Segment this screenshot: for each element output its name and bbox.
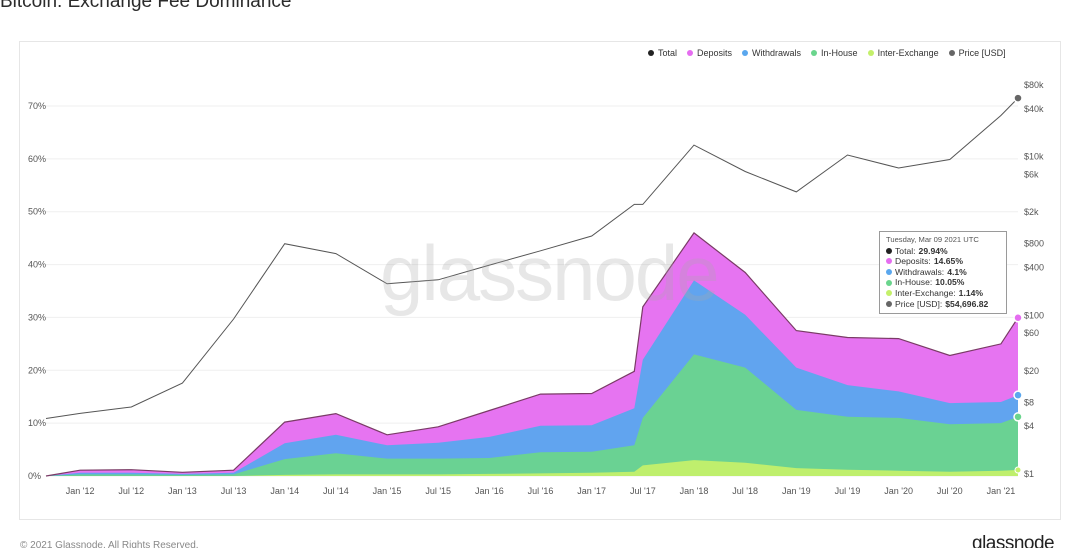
legend-item[interactable]: Deposits bbox=[687, 48, 732, 58]
tooltip-marker-icon bbox=[886, 269, 892, 276]
y-right-tick-label: $40k bbox=[1024, 104, 1044, 114]
tooltip-rows: Total: 29.94% Deposits: 14.65% Withdrawals: 4… bbox=[886, 246, 1000, 310]
x-tick-label: Jan '15 bbox=[373, 486, 402, 496]
x-tick-label: Jan '16 bbox=[475, 486, 504, 496]
x-tick-label: Jul '12 bbox=[118, 486, 144, 496]
legend-item[interactable]: Price [USD] bbox=[948, 48, 1006, 58]
x-tick-label: Jan '14 bbox=[270, 486, 299, 496]
x-tick-label: Jan '18 bbox=[680, 486, 709, 496]
marker-deposits bbox=[1013, 312, 1023, 323]
series-total-line bbox=[45, 232, 1019, 477]
marker-inhouse bbox=[1013, 412, 1023, 422]
legend-item[interactable]: Withdrawals bbox=[742, 48, 801, 58]
marker-interexchange bbox=[1014, 466, 1022, 474]
tooltip-row: Deposits: 14.65% bbox=[886, 256, 1000, 267]
y-right-tick-label: $80k bbox=[1024, 80, 1044, 90]
y-left-tick-label: 0% bbox=[28, 471, 41, 481]
x-tick-label: Jan '13 bbox=[168, 486, 197, 496]
x-tick-label: Jul '18 bbox=[732, 486, 758, 496]
y-left-tick-label: 70% bbox=[28, 101, 46, 111]
marker-price bbox=[1013, 93, 1023, 103]
x-tick-label: Jul '15 bbox=[425, 486, 451, 496]
tooltip-row: Price [USD]: $54,696.82 bbox=[886, 299, 1000, 310]
y-right-tick-label: $8 bbox=[1024, 397, 1034, 407]
tooltip-marker-icon bbox=[886, 279, 892, 286]
glassnode-logo: glassnode bbox=[972, 533, 1055, 548]
y-right-tick-label: $60 bbox=[1024, 328, 1039, 338]
tooltip-value: $54,696.82 bbox=[945, 298, 989, 309]
legend-marker-icon bbox=[648, 50, 654, 56]
legend-marker-icon bbox=[948, 50, 955, 56]
copyright-text: © 2021 Glassnode. All Rights Reserved. bbox=[20, 540, 199, 548]
marker-withdrawals bbox=[1013, 390, 1023, 400]
legend-marker-icon bbox=[742, 50, 749, 56]
y-left-tick-label: 50% bbox=[28, 207, 46, 217]
legend-label: In-House bbox=[821, 48, 858, 58]
legend-label: Total bbox=[658, 48, 678, 58]
tooltip-label: Total: bbox=[895, 245, 916, 256]
y-right-tick-label: $4 bbox=[1024, 421, 1034, 431]
x-tick-label: Jul '20 bbox=[937, 486, 963, 496]
legend-label: Withdrawals bbox=[752, 48, 802, 58]
y-right-tick-label: $1 bbox=[1024, 469, 1034, 479]
x-tick-label: Jan '19 bbox=[782, 486, 811, 496]
tooltip-label: Inter-Exchange: bbox=[895, 287, 956, 298]
tooltip-marker-icon bbox=[886, 247, 892, 254]
tooltip-row: Withdrawals: 4.1% bbox=[886, 267, 1000, 278]
tooltip-label: In-House: bbox=[895, 277, 933, 288]
y-right-tick-label: $2k bbox=[1024, 207, 1039, 217]
y-right-tick-label: $800 bbox=[1024, 239, 1044, 249]
x-tick-label: Jan '12 bbox=[66, 486, 95, 496]
legend-label: Deposits bbox=[697, 48, 733, 58]
chart-title: Bitcoin: Exchange Fee Dominance bbox=[0, 0, 292, 12]
x-tick-label: Jan '20 bbox=[884, 486, 913, 496]
tooltip-label: Deposits: bbox=[895, 256, 931, 267]
tooltip-value: 10.05% bbox=[935, 277, 965, 288]
legend-item[interactable]: Total bbox=[648, 48, 677, 58]
tooltip-row: In-House: 10.05% bbox=[886, 277, 1000, 288]
y-left-tick-label: 40% bbox=[28, 260, 46, 270]
legend: Total Deposits Withdrawals In-House Inter-Ex… bbox=[648, 48, 1006, 58]
y-left-tick-label: 10% bbox=[28, 418, 46, 428]
hover-tooltip: Tuesday, Mar 09 2021 UTC Total: 29.94% Dep… bbox=[879, 231, 1007, 314]
y-right-tick-label: $100 bbox=[1024, 310, 1044, 320]
legend-marker-icon bbox=[867, 50, 874, 56]
area-in-house bbox=[46, 354, 1018, 476]
legend-item[interactable]: In-House bbox=[811, 48, 858, 58]
x-tick-label: Jul '13 bbox=[221, 486, 247, 496]
tooltip-value: 4.1% bbox=[947, 266, 967, 277]
x-tick-label: Jul '17 bbox=[630, 486, 656, 496]
tooltip-date: Tuesday, Mar 09 2021 UTC bbox=[886, 235, 979, 244]
area-inter-exchange bbox=[46, 460, 1018, 476]
x-tick-label: Jul '19 bbox=[835, 486, 861, 496]
x-tick-label: Jul '14 bbox=[323, 486, 349, 496]
tooltip-row: Inter-Exchange: 1.14% bbox=[886, 288, 1000, 299]
tooltip-label: Withdrawals: bbox=[895, 266, 945, 277]
y-left-tick-label: 60% bbox=[28, 154, 46, 164]
legend-label: Price [USD] bbox=[958, 48, 1006, 58]
tooltip-marker-icon bbox=[886, 258, 892, 265]
tooltip-value: 29.94% bbox=[918, 245, 948, 256]
tooltip-label: Price [USD]: bbox=[895, 298, 943, 309]
x-tick-label: Jul '16 bbox=[528, 486, 554, 496]
y-right-tick-label: $400 bbox=[1024, 263, 1044, 273]
tooltip-row: Total: 29.94% bbox=[886, 246, 1000, 257]
tooltip-marker-icon bbox=[886, 290, 892, 297]
y-left-tick-label: 20% bbox=[28, 365, 46, 375]
x-tick-label: Jan '21 bbox=[987, 486, 1016, 496]
x-tick-label: Jan '17 bbox=[577, 486, 606, 496]
tooltip-value: 14.65% bbox=[933, 256, 963, 267]
legend-marker-icon bbox=[687, 50, 694, 56]
tooltip-value: 1.14% bbox=[958, 287, 984, 298]
legend-marker-icon bbox=[811, 50, 818, 56]
legend-label: Inter-Exchange bbox=[877, 48, 939, 58]
y-left-tick-label: 30% bbox=[28, 312, 46, 322]
y-right-tick-label: $20 bbox=[1024, 366, 1039, 376]
tooltip-marker-icon bbox=[886, 300, 892, 307]
y-right-tick-label: $6k bbox=[1024, 169, 1039, 179]
legend-item[interactable]: Inter-Exchange bbox=[867, 48, 939, 58]
y-right-tick-label: $10k bbox=[1024, 152, 1044, 162]
series-price-line bbox=[45, 97, 1019, 419]
